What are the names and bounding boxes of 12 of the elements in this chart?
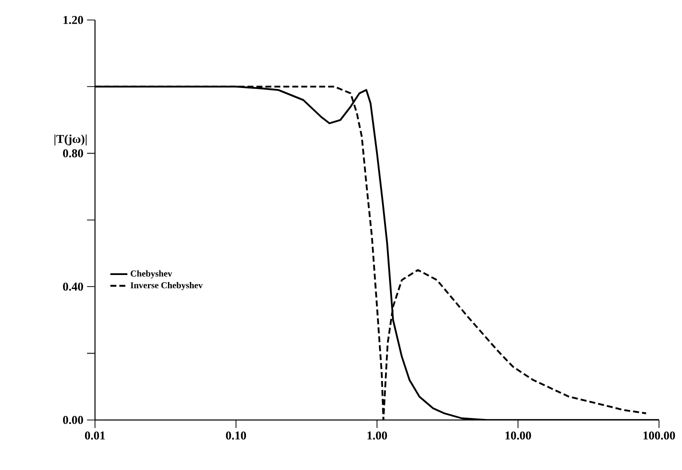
x-tick-label: 0.10 [226,431,246,440]
y-tick-label: 0.00 [63,416,84,424]
y-tick-label: 1.20 [64,16,84,24]
x-tick-label: 10.00 [506,431,531,440]
y-axis-title: |T(jω)| [54,134,87,146]
x-tick-label: 100.00 [644,431,675,440]
legend-label: Chebyshev [130,270,172,278]
x-tick-label: 0.01 [84,431,105,440]
y-tick-label: 0.80 [63,149,84,158]
x-tick-label: 1.00 [367,431,387,440]
legend-label: Inverse Chebyshev [130,282,203,290]
y-tick-label: 0.40 [63,282,84,291]
